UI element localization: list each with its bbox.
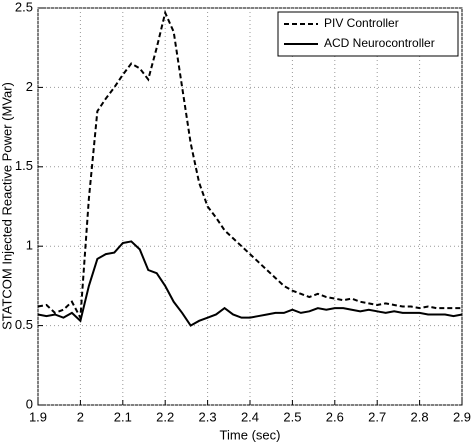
x-tick-label: 2 xyxy=(77,409,84,424)
x-tick-label: 2.7 xyxy=(368,409,386,424)
series-line xyxy=(37,240,463,327)
y-axis-label: STATCOM Injected Reactive Power (MVar) xyxy=(0,82,14,330)
y-tick-label: 0 xyxy=(26,396,33,411)
y-tick-label: 1 xyxy=(26,238,33,253)
x-tick-label: 2.5 xyxy=(283,409,301,424)
y-tick-label: 2.5 xyxy=(15,0,33,14)
legend-label: ACD Neurocontroller xyxy=(324,36,435,50)
y-tick-label: 1.5 xyxy=(15,158,33,173)
x-tick-label: 2.6 xyxy=(326,409,344,424)
x-axis-label: Time (sec) xyxy=(220,427,281,442)
x-tick-label: 2.8 xyxy=(411,409,429,424)
legend-box xyxy=(277,11,459,57)
x-tick-label: 1.9 xyxy=(29,409,47,424)
x-tick-label: 2.4 xyxy=(241,409,259,424)
x-tick-label: 2.1 xyxy=(114,409,132,424)
plot-frame xyxy=(37,7,463,406)
legend-label: PIV Controller xyxy=(324,16,399,30)
series-line xyxy=(37,9,462,322)
x-tick-label: 2.3 xyxy=(199,409,217,424)
y-tick-label: 0.5 xyxy=(15,317,33,332)
x-tick-label: 2.2 xyxy=(156,409,174,424)
x-tick-label: 2.9 xyxy=(453,409,471,424)
y-tick-label: 2 xyxy=(26,79,33,94)
